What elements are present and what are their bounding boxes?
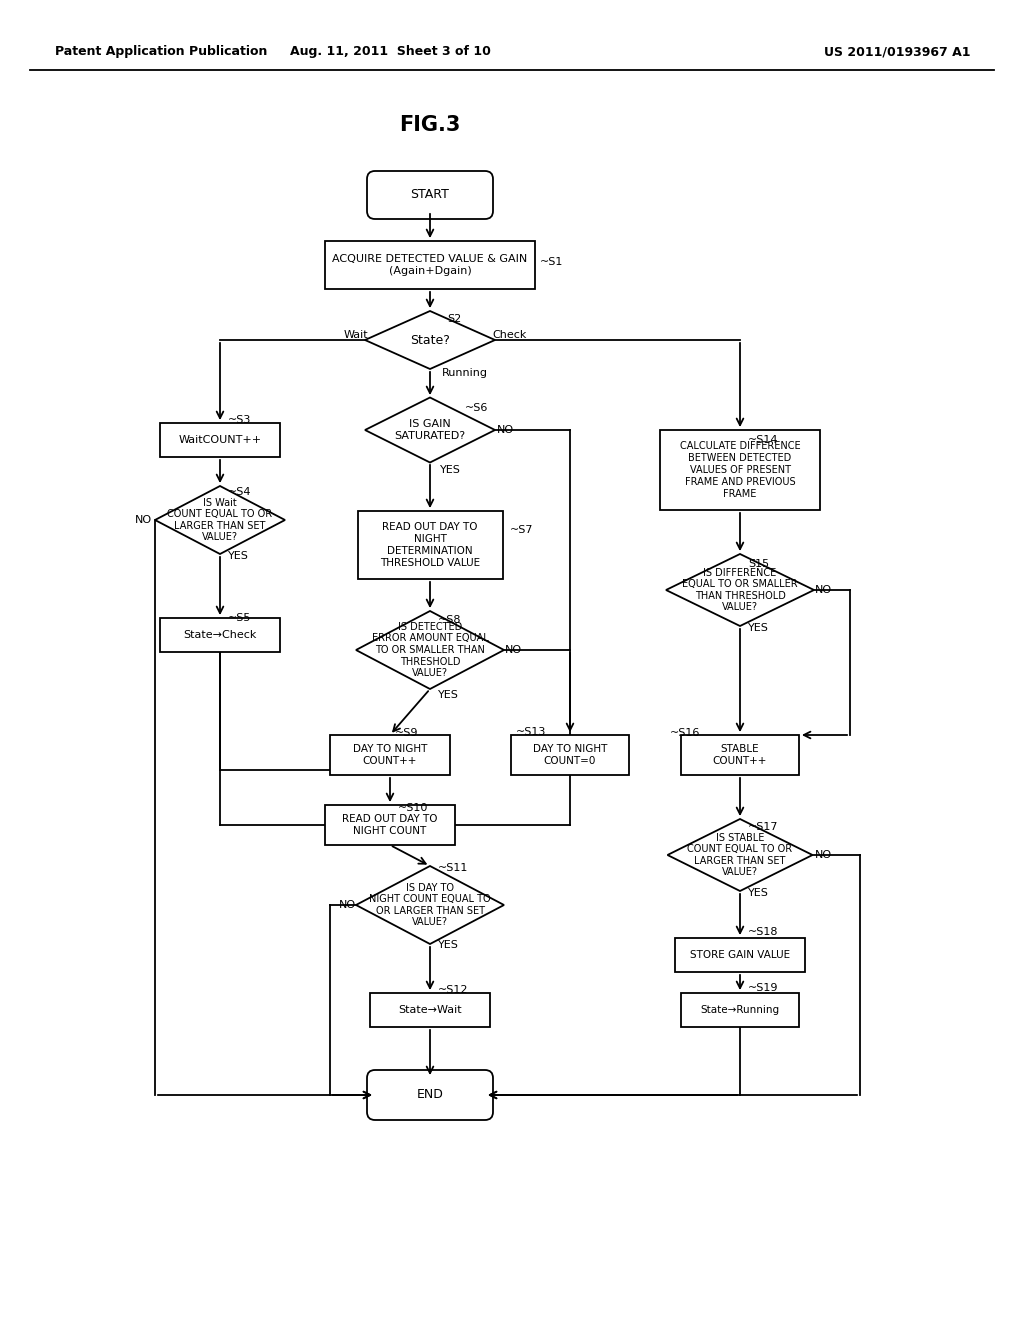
Text: ~S19: ~S19 [748,983,778,993]
Text: NO: NO [505,645,522,655]
Text: ~S10: ~S10 [398,803,428,813]
FancyBboxPatch shape [325,242,535,289]
Text: ~S16: ~S16 [670,729,700,738]
Polygon shape [365,312,495,370]
Text: ~S13: ~S13 [516,727,546,737]
Text: IS Wait
COUNT EQUAL TO OR
LARGER THAN SET
VALUE?: IS Wait COUNT EQUAL TO OR LARGER THAN SE… [168,498,272,543]
Polygon shape [365,397,495,462]
Text: FIG.3: FIG.3 [399,115,461,135]
Text: ~S12: ~S12 [438,985,469,995]
FancyBboxPatch shape [357,511,503,579]
Text: IS STABLE
COUNT EQUAL TO OR
LARGER THAN SET
VALUE?: IS STABLE COUNT EQUAL TO OR LARGER THAN … [687,833,793,878]
Polygon shape [668,818,812,891]
FancyBboxPatch shape [681,993,799,1027]
Text: YES: YES [438,940,459,950]
Text: NO: NO [339,900,356,909]
Text: ~S6: ~S6 [465,403,488,413]
Text: Patent Application Publication: Patent Application Publication [55,45,267,58]
Text: START: START [411,189,450,202]
Text: Aug. 11, 2011  Sheet 3 of 10: Aug. 11, 2011 Sheet 3 of 10 [290,45,490,58]
Text: IS DETECTED
ERROR AMOUNT EQUAL
TO OR SMALLER THAN
THRESHOLD
VALUE?: IS DETECTED ERROR AMOUNT EQUAL TO OR SMA… [372,622,488,678]
Text: IS GAIN
SATURATED?: IS GAIN SATURATED? [394,420,466,441]
Text: DAY TO NIGHT
COUNT=0: DAY TO NIGHT COUNT=0 [532,744,607,766]
Text: State→Wait: State→Wait [398,1005,462,1015]
Text: NO: NO [135,515,152,525]
Text: ~S17: ~S17 [748,822,778,832]
Text: US 2011/0193967 A1: US 2011/0193967 A1 [823,45,970,58]
Text: ~S4: ~S4 [228,487,252,498]
Text: ~S11: ~S11 [438,863,468,873]
Text: YES: YES [438,690,459,700]
FancyBboxPatch shape [367,1071,493,1119]
Text: WaitCOUNT++: WaitCOUNT++ [178,436,261,445]
Text: ~S5: ~S5 [228,612,251,623]
Text: ~S8: ~S8 [438,615,462,624]
Text: NO: NO [815,850,833,861]
Text: IS DAY TO
NIGHT COUNT EQUAL TO
OR LARGER THAN SET
VALUE?: IS DAY TO NIGHT COUNT EQUAL TO OR LARGER… [370,883,490,928]
Text: IS DIFFERENCE
EQUAL TO OR SMALLER
THAN THRESHOLD
VALUE?: IS DIFFERENCE EQUAL TO OR SMALLER THAN T… [682,568,798,612]
Text: DAY TO NIGHT
COUNT++: DAY TO NIGHT COUNT++ [353,744,427,766]
Polygon shape [356,611,504,689]
FancyBboxPatch shape [330,735,450,775]
FancyBboxPatch shape [325,805,455,845]
Text: State?: State? [410,334,450,346]
FancyBboxPatch shape [660,430,820,510]
Text: S2: S2 [447,314,461,323]
FancyBboxPatch shape [160,422,280,457]
Text: ACQUIRE DETECTED VALUE & GAIN
(Again+Dgain): ACQUIRE DETECTED VALUE & GAIN (Again+Dga… [333,253,527,276]
Polygon shape [356,866,504,944]
Text: YES: YES [440,465,461,475]
Text: ~S3: ~S3 [228,414,251,425]
Text: NO: NO [497,425,514,436]
FancyBboxPatch shape [681,735,799,775]
Text: Check: Check [492,330,526,341]
Text: CALCULATE DIFFERENCE
BETWEEN DETECTED
VALUES OF PRESENT
FRAME AND PREVIOUS
FRAME: CALCULATE DIFFERENCE BETWEEN DETECTED VA… [680,441,801,499]
Text: S15: S15 [748,558,769,569]
Polygon shape [666,554,814,626]
Text: NO: NO [815,585,833,595]
Text: State→Check: State→Check [183,630,257,640]
Text: STORE GAIN VALUE: STORE GAIN VALUE [690,950,791,960]
FancyBboxPatch shape [675,939,805,972]
Text: ~S9: ~S9 [395,729,419,738]
Text: YES: YES [228,550,249,561]
Text: STABLE
COUNT++: STABLE COUNT++ [713,744,767,766]
Text: ~S14: ~S14 [748,436,778,445]
FancyBboxPatch shape [367,172,493,219]
Text: READ OUT DAY TO
NIGHT
DETERMINATION
THRESHOLD VALUE: READ OUT DAY TO NIGHT DETERMINATION THRE… [380,521,480,568]
FancyBboxPatch shape [370,993,490,1027]
Text: ~S7: ~S7 [510,525,534,535]
Text: State→Running: State→Running [700,1005,779,1015]
FancyBboxPatch shape [160,618,280,652]
Polygon shape [155,486,285,554]
Text: YES: YES [748,623,769,634]
Text: Running: Running [442,368,488,378]
FancyBboxPatch shape [511,735,629,775]
Text: END: END [417,1089,443,1101]
Text: Wait: Wait [343,330,368,341]
Text: READ OUT DAY TO
NIGHT COUNT: READ OUT DAY TO NIGHT COUNT [342,814,437,836]
Text: ~S1: ~S1 [540,257,563,267]
Text: ~S18: ~S18 [748,927,778,937]
Text: YES: YES [748,888,769,898]
